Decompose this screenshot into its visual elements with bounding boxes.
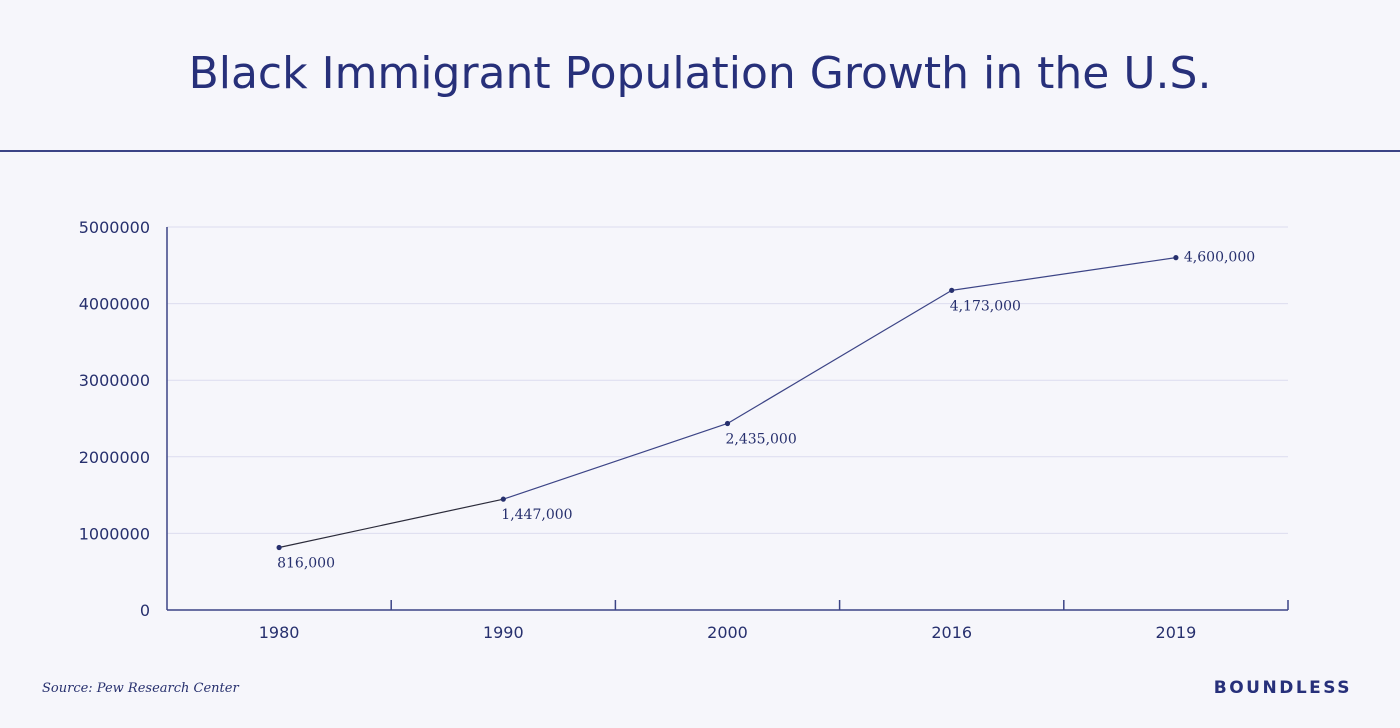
data-point [724, 420, 731, 427]
y-tick-label: 3000000 [79, 371, 150, 390]
series-line-segment [278, 498, 504, 549]
title-divider [0, 150, 1400, 152]
data-label: 4,600,000 [1184, 250, 1255, 266]
data-point [276, 544, 282, 551]
source-note: Source: Pew Research Center [42, 681, 239, 696]
data-point [1173, 255, 1179, 261]
x-tick-label: 1990 [483, 623, 524, 642]
data-labels: 816,000 1,447,000 2,435,000 4,173,000 4,600,… [277, 250, 1255, 572]
data-label: 816,000 [277, 555, 335, 571]
data-label: 4,173,000 [950, 298, 1021, 314]
y-tick-label: 4000000 [79, 295, 150, 314]
x-tick-label: 2016 [931, 623, 972, 642]
data-label: 2,435,000 [726, 431, 797, 447]
data-label: 1,447,000 [501, 507, 572, 523]
brand-logo: BOUNDLESS [1213, 678, 1352, 698]
x-axis-ticks: 1980 1990 2000 2016 2019 [259, 623, 1197, 642]
series-line-segment [951, 257, 1176, 291]
series-line-segment [503, 422, 728, 500]
x-tick-label: 2000 [707, 623, 748, 642]
y-tick-label: 2000000 [79, 448, 150, 467]
data-point [500, 496, 506, 502]
x-tick-label: 2019 [1156, 623, 1197, 642]
y-tick-label: 5000000 [79, 218, 150, 237]
data-point [949, 287, 955, 293]
chart-title: Black Immigrant Population Growth in the… [188, 48, 1212, 99]
y-axis-ticks: 0 1000000 2000000 3000000 4000000 5000000 [79, 218, 150, 620]
y-tick-label: 0 [140, 601, 150, 620]
x-tick-label: 1980 [259, 623, 300, 642]
axes [166, 227, 1289, 611]
series-line-segment [727, 289, 953, 424]
gridlines [167, 226, 1288, 534]
data-series [276, 255, 1179, 551]
y-tick-label: 1000000 [79, 524, 150, 543]
